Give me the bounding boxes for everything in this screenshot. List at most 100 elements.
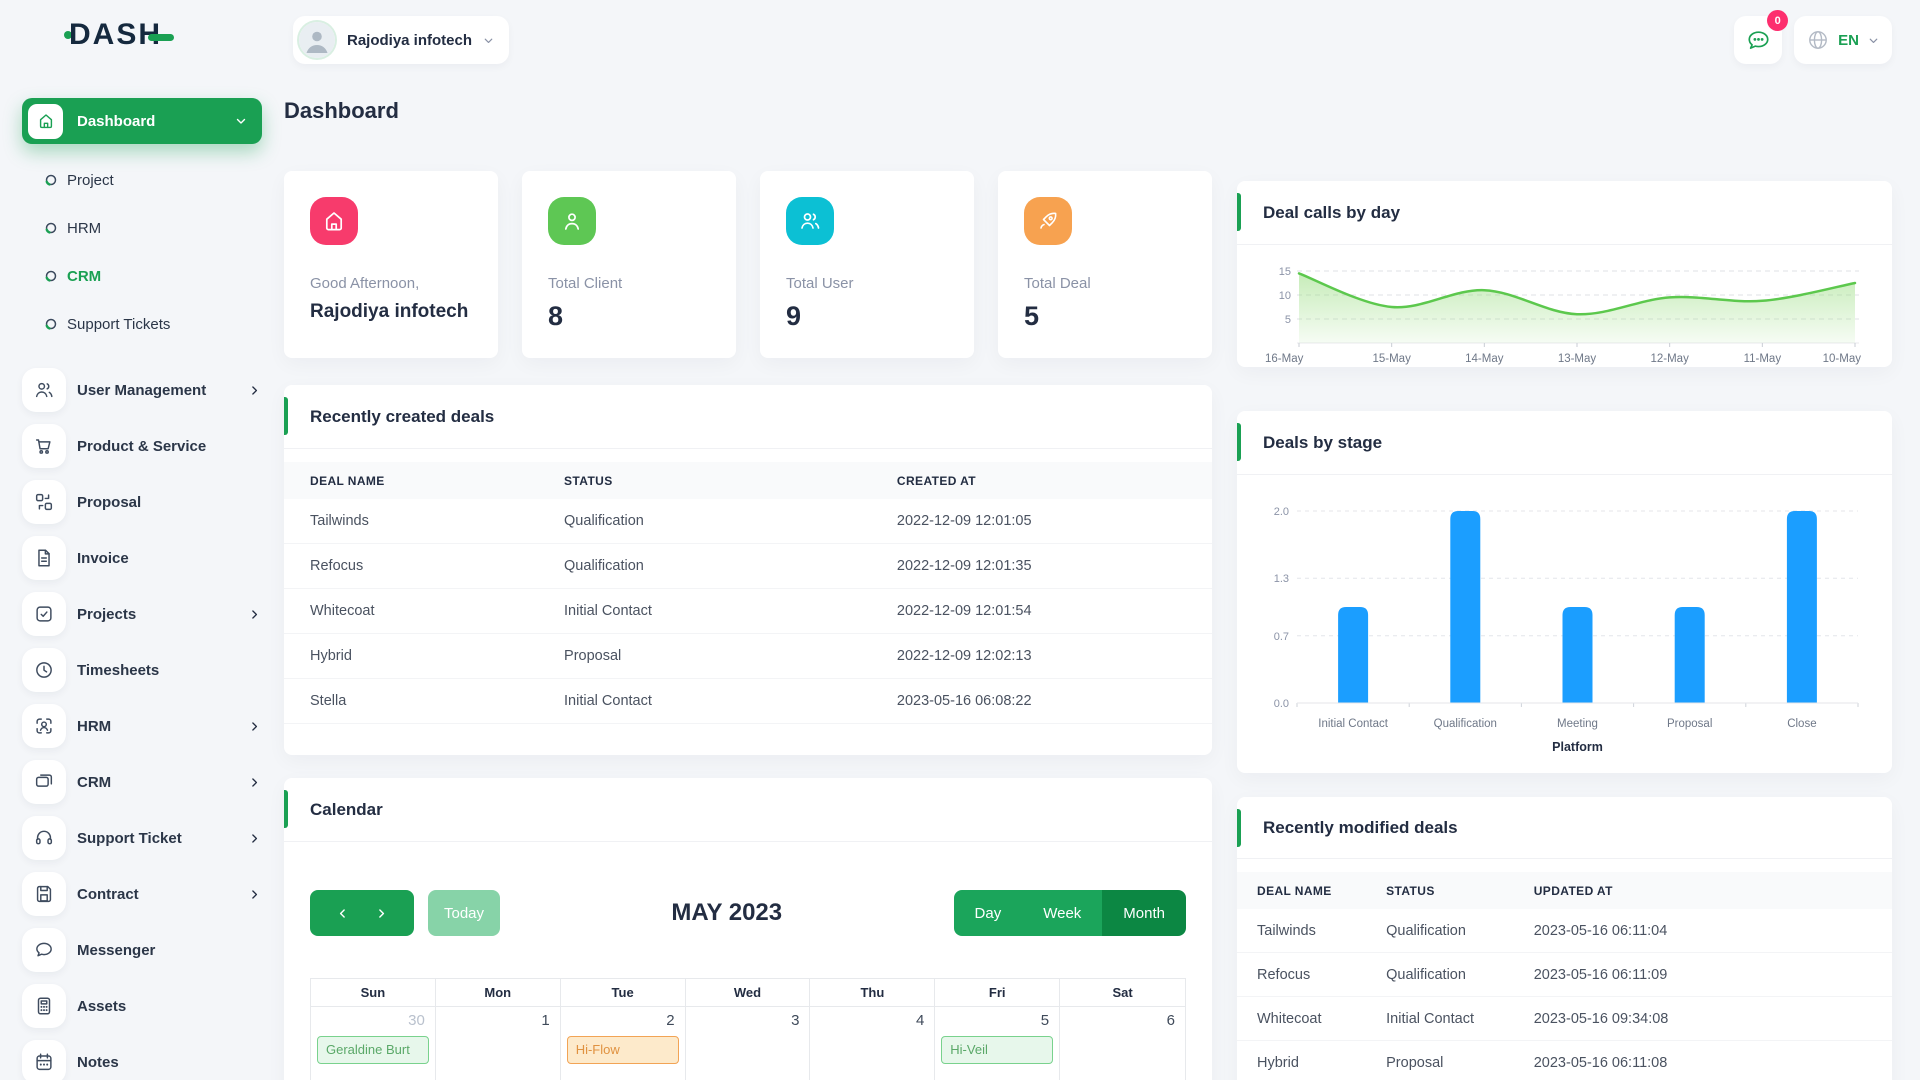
deal-name-cell: Hybrid [1257,1054,1299,1071]
deals-by-stage-chart: 2.0 1.3 0.7 0.0 Initial Contact Qualification… [1237,475,1892,757]
calendar-event-hi-flow[interactable]: Hi-Flow [566,1036,679,1064]
support-ticket-icon [22,816,66,860]
panel-title: Calendar [310,799,383,819]
sidebar-item-support-ticket[interactable]: Support Ticket [22,810,262,866]
svg-text:10: 10 [1279,290,1291,302]
svg-text:11-May: 11-May [1744,353,1782,365]
calendar-cell-mon-1[interactable]: 1 [436,1007,561,1080]
sidebar-item-user-management[interactable]: User Management [22,362,262,418]
calendar-grid: Sun Mon Tue Wed Thu Fri Sat 30 Geraldine Burt 1 2… [310,978,1186,1080]
sidebar-item-product-service[interactable]: Product & Service [22,418,262,474]
chevron-down-icon [1867,34,1880,47]
calendar-cell-sat-6[interactable]: 6 [1060,1007,1185,1080]
timesheets-icon [22,648,66,692]
table-row: Tailwinds Qualification 2022-12-09 12:01:0… [284,499,1212,544]
panel-header: Calendar [284,778,1212,842]
company-selector[interactable]: Rajodiya infotech [293,16,510,64]
sidebar-subitem-hrm[interactable]: HRM [22,204,262,252]
recently-modified-deals-panel: Recently modified deals DEAL NAME STATUS U… [1237,797,1892,1080]
calendar-view-month[interactable]: Month [1102,890,1186,936]
stat-title: Total User [786,275,854,292]
table-column-header: CREATED AT [896,473,977,488]
messages-badge: 0 [1767,10,1789,31]
table-header-row: DEAL NAME STATUS UPDATED AT [1237,872,1892,909]
sidebar-item-label: HRM [77,717,112,735]
brand-logo[interactable]: DASH [22,0,262,70]
date-cell: 2022-12-09 12:01:05 [896,513,1032,529]
brand-logo-mark: DASH [64,18,175,52]
sidebar-item-assets[interactable]: Assets [22,978,262,1034]
sidebar-item-crm[interactable]: CRM [22,754,262,810]
sidebar-item-label: Contract [77,885,139,903]
sidebar-item-contract[interactable]: Contract [22,866,262,922]
date-cell: 2023-05-16 06:11:09 [1533,966,1668,983]
stat-value: 9 [786,301,802,331]
calendar-cell-sun-30[interactable]: 30 Geraldine Burt [311,1007,436,1080]
calendar-nav [310,890,414,936]
language-selector[interactable]: EN [1794,16,1892,64]
content-columns: Good Afternoon, Rajodiya infotech Total Cl… [284,171,1892,1080]
table-row: Hybrid Proposal 2022-12-09 12:02:13 [284,634,1212,679]
sidebar-item-timesheets[interactable]: Timesheets [22,642,262,698]
sidebar-item-hrm[interactable]: HRM [22,698,262,754]
sidebar-item-notes[interactable]: Notes [22,1034,262,1080]
calendar-view-day[interactable]: Day [953,890,1023,936]
calendar-view-switcher: Day Week Month [953,890,1186,936]
bullet-icon [44,173,58,187]
calendar-view-week[interactable]: Week [1022,890,1103,936]
calendar-cell-tue-2[interactable]: 2 Hi-Flow [561,1007,686,1080]
status-cell: Qualification [1386,966,1466,983]
sidebar-item-dashboard[interactable]: Dashboard [22,98,262,144]
prev-month-button[interactable] [336,906,349,921]
sidebar-item-label: Proposal [77,493,142,511]
sidebar-item-label: Notes [77,1053,119,1071]
table-row: Refocus Qualification 2023-05-16 06:11:09 [1237,953,1892,997]
table-header-row: DEAL NAME STATUS CREATED AT [284,462,1212,499]
globe-icon [1806,28,1830,52]
next-month-button[interactable] [375,906,388,921]
topbar-actions: 0 EN [1734,10,1892,64]
sidebar-item-messenger[interactable]: Messenger [22,922,262,978]
sidebar-subitem-support-tickets[interactable]: Support Tickets [22,300,262,348]
stat-value: Rajodiya infotech [310,301,469,322]
calendar-day-headers: Sun Mon Tue Wed Thu Fri Sat [311,979,1185,1007]
calendar-week-row: 30 Geraldine Burt 1 2 Hi-Flow 3 4 5 Hi-Veil 6 [311,1007,1185,1080]
svg-text:5: 5 [1285,314,1291,326]
stat-value: 8 [548,301,564,331]
calendar-cell-thu-4[interactable]: 4 [810,1007,936,1080]
bar-chart-svg: 2.0 1.3 0.7 0.0 Initial Contact Qualification… [1274,506,1859,754]
stats-row: Good Afternoon, Rajodiya infotech Total Cl… [284,171,1212,358]
today-button[interactable]: Today [428,890,500,936]
main-area: Rajodiya infotech 0 EN [284,0,1920,1080]
calendar-day-header-fri: Fri [935,979,1061,1006]
topbar: Rajodiya infotech 0 EN [284,0,1892,70]
sidebar-item-projects[interactable]: Projects [22,586,262,642]
proposal-icon [22,480,66,524]
table-row: Refocus Qualification 2022-12-09 12:01:35 [284,544,1212,589]
sidebar-subitem-project[interactable]: Project [22,156,262,204]
bullet-icon [44,317,58,331]
calendar-day-header-wed: Wed [686,979,811,1006]
left-column: Good Afternoon, Rajodiya infotech Total Cl… [284,171,1212,1080]
recently-created-deals-table: DEAL NAME STATUS CREATED AT Tailwinds Qualif… [284,462,1212,724]
svg-text:10-May: 10-May [1823,353,1862,365]
svg-text:1.3: 1.3 [1274,573,1289,585]
sidebar-item-invoice[interactable]: Invoice [22,530,262,586]
deal-name-cell: Whitecoat [1257,1010,1322,1027]
sidebar-item-label: User Management [77,381,207,399]
table-column-header: DEAL NAME [310,473,385,488]
notes-icon [22,1040,66,1080]
svg-text:13-May: 13-May [1558,353,1597,365]
sidebar-subitem-crm[interactable]: CRM [22,252,262,300]
company-name: Rajodiya infotech [347,31,473,49]
chevron-right-icon [248,720,262,733]
calendar-event-geraldine-burt[interactable]: Geraldine Burt [317,1036,429,1064]
messages-button[interactable]: 0 [1734,10,1789,64]
calendar-cell-wed-3[interactable]: 3 [686,1007,811,1080]
calendar-cell-fri-5[interactable]: 5 Hi-Veil [935,1007,1061,1080]
table-column-header: UPDATED AT [1533,883,1613,898]
svg-text:0.0: 0.0 [1274,698,1289,710]
calendar-event-hi-veil[interactable]: Hi-Veil [941,1036,1054,1064]
sidebar-item-proposal[interactable]: Proposal [22,474,262,530]
